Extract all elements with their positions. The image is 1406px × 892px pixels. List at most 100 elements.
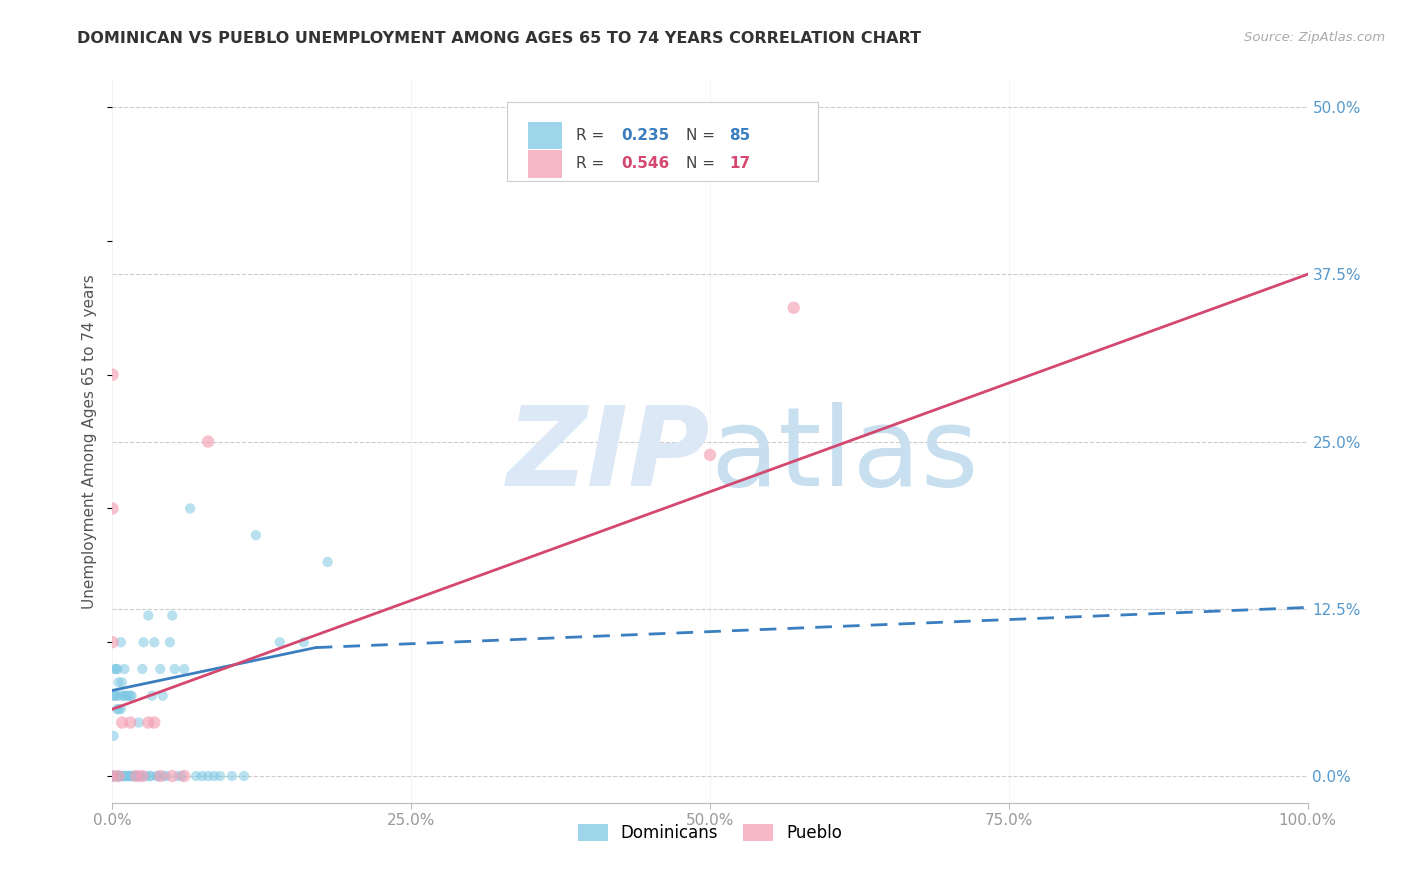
Point [135, 769, 157, 783]
Point [209, 769, 232, 783]
Point [118, 769, 141, 783]
Point [117, 689, 139, 703]
Point [128, 715, 150, 730]
Point [107, 675, 129, 690]
Point [149, 769, 172, 783]
Point [179, 501, 201, 516]
Text: R =: R = [576, 128, 609, 143]
Point [143, 635, 166, 649]
Point [269, 635, 291, 649]
Point [103, 769, 125, 783]
Point [149, 662, 172, 676]
Point [107, 769, 129, 783]
Point [125, 769, 148, 783]
Point [115, 769, 138, 783]
Point [221, 769, 243, 783]
Point [114, 769, 135, 783]
Point [173, 662, 195, 676]
Point [120, 689, 142, 703]
Point [110, 635, 132, 649]
Point [107, 769, 129, 783]
Point [112, 689, 135, 703]
Point [153, 769, 176, 783]
Point [114, 689, 135, 703]
Point [101, 769, 124, 783]
Point [316, 555, 339, 569]
Point [245, 528, 267, 542]
Point [131, 769, 153, 783]
Point [159, 635, 181, 649]
Point [101, 769, 124, 783]
Text: DOMINICAN VS PUEBLO UNEMPLOYMENT AMONG AGES 65 TO 74 YEARS CORRELATION CHART: DOMINICAN VS PUEBLO UNEMPLOYMENT AMONG A… [77, 31, 921, 46]
Point [197, 769, 219, 783]
Point [233, 769, 256, 783]
Point [105, 769, 128, 783]
Point [105, 689, 128, 703]
Point [117, 769, 139, 783]
Point [186, 769, 208, 783]
FancyBboxPatch shape [529, 150, 562, 178]
Point [104, 662, 127, 676]
Point [145, 769, 167, 783]
Point [782, 301, 804, 315]
Text: 17: 17 [730, 156, 751, 171]
Point [111, 675, 134, 690]
Point [202, 769, 225, 783]
Point [114, 769, 136, 783]
Point [110, 769, 132, 783]
Point [191, 769, 214, 783]
Point [163, 662, 186, 676]
Point [121, 769, 143, 783]
Point [104, 689, 127, 703]
Point [108, 769, 131, 783]
FancyBboxPatch shape [508, 102, 818, 181]
Text: R =: R = [576, 156, 609, 171]
Point [103, 689, 125, 703]
Point [125, 769, 148, 783]
Point [138, 608, 160, 623]
Point [124, 769, 146, 783]
Point [115, 689, 138, 703]
FancyBboxPatch shape [529, 121, 562, 149]
Point [292, 635, 315, 649]
Point [173, 769, 195, 783]
Point [146, 769, 169, 783]
Point [162, 608, 183, 623]
Point [138, 715, 160, 730]
Text: N =: N = [686, 128, 720, 143]
Point [120, 715, 142, 730]
Point [111, 715, 134, 730]
Point [141, 689, 163, 703]
Point [101, 635, 124, 649]
Text: ZIP: ZIP [506, 402, 710, 509]
Point [107, 702, 129, 716]
Point [132, 635, 155, 649]
Point [127, 769, 149, 783]
Point [105, 769, 128, 783]
Point [152, 689, 174, 703]
Point [108, 689, 131, 703]
Point [131, 662, 153, 676]
Point [121, 689, 143, 703]
Point [143, 715, 166, 730]
Point [112, 769, 135, 783]
Point [104, 769, 127, 783]
Point [167, 769, 190, 783]
Point [129, 769, 152, 783]
Point [101, 368, 124, 382]
Point [111, 769, 134, 783]
Point [155, 769, 177, 783]
Point [122, 769, 145, 783]
Point [120, 769, 142, 783]
Point [103, 729, 125, 743]
Point [139, 769, 162, 783]
Legend: Dominicans, Pueblo: Dominicans, Pueblo [571, 817, 849, 848]
Text: Source: ZipAtlas.com: Source: ZipAtlas.com [1244, 31, 1385, 45]
Point [104, 769, 127, 783]
Y-axis label: Unemployment Among Ages 65 to 74 years: Unemployment Among Ages 65 to 74 years [82, 274, 97, 609]
Point [110, 702, 132, 716]
Point [129, 769, 152, 783]
Point [170, 769, 193, 783]
Point [101, 769, 124, 783]
Point [101, 501, 124, 516]
